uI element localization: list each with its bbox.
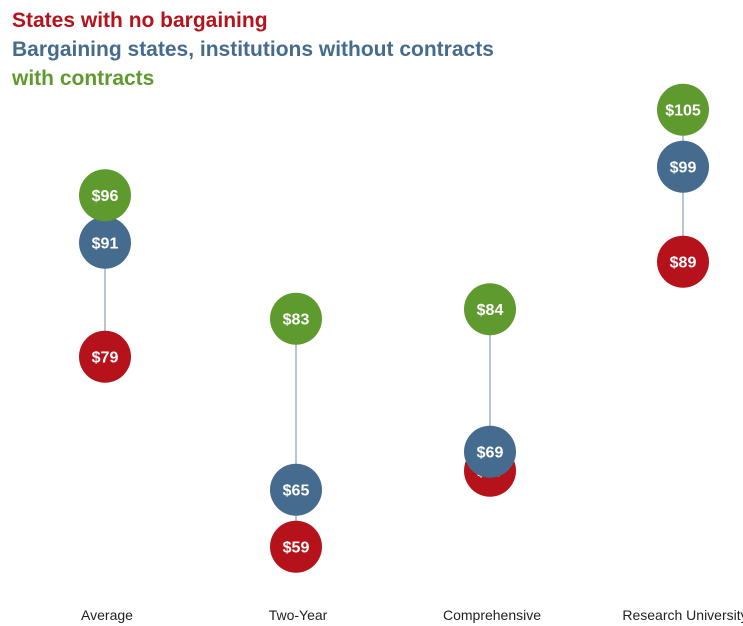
dot-series2-two-year (270, 292, 322, 345)
category-label-two-year: Two-Year (269, 607, 328, 623)
legend: States with no bargaining Bargaining sta… (12, 6, 494, 93)
data-label-series1-two-year: $65 (283, 483, 310, 500)
data-label-series1-research-university: $99 (670, 160, 697, 177)
dot-series0-average (79, 330, 131, 383)
data-label-series2-two-year: $83 (283, 312, 310, 329)
data-label-series0-research-university: $89 (670, 255, 697, 272)
dot-series2-comprehensive (464, 283, 516, 336)
dot-series1-average (79, 216, 131, 269)
legend-with-contracts: with contracts (12, 67, 155, 90)
category-label-comprehensive: Comprehensive (443, 607, 541, 623)
category-label-research-university: Research University (622, 607, 743, 623)
data-label-series1-average: $91 (92, 236, 119, 253)
dot-series0-two-year (270, 520, 322, 573)
data-label-series0-average: $79 (92, 350, 119, 367)
data-label-series2-research-university: $105 (665, 103, 701, 120)
dot-series1-two-year (270, 463, 322, 516)
data-label-series2-average: $96 (92, 188, 119, 205)
dot-series2-average (79, 169, 131, 222)
data-label-series1-comprehensive: $69 (477, 445, 504, 462)
dot-series2-research-university (657, 83, 709, 136)
dot-series1-comprehensive (464, 425, 516, 478)
dot-series0-research-university (657, 235, 709, 288)
legend-no-bargaining: States with no bargaining (12, 9, 268, 32)
dot-series1-research-university (657, 140, 709, 193)
category-label-average: Average (81, 607, 133, 623)
data-label-series2-comprehensive: $84 (477, 302, 504, 319)
data-label-series0-two-year: $59 (283, 540, 310, 557)
legend-without-contracts: Bargaining states, institutions without … (12, 38, 494, 61)
